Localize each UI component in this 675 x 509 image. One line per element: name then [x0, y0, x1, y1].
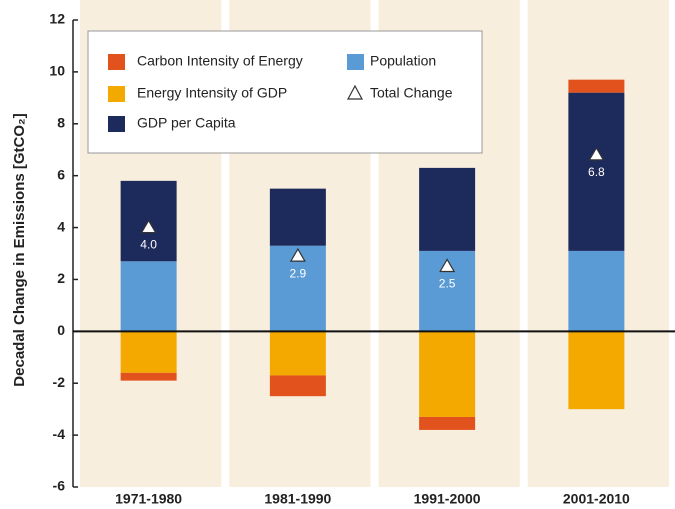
y-tick-label: -6 — [53, 478, 66, 494]
bar-segment — [269, 188, 326, 246]
bar-segment — [120, 331, 177, 373]
bar-segment — [269, 331, 326, 376]
x-tick-label: 1981-1990 — [264, 491, 331, 507]
legend-swatch — [108, 86, 125, 102]
y-tick-label: 0 — [57, 322, 65, 338]
total-marker — [439, 258, 456, 273]
legend-box — [87, 30, 483, 154]
bar-segment — [419, 331, 476, 417]
y-tick-label: 12 — [49, 11, 65, 27]
total-label: 6.8 — [588, 165, 605, 179]
legend-label: Carbon Intensity of Energy — [137, 53, 303, 69]
bar-segment — [120, 261, 177, 332]
x-tick-label: 1971-1980 — [115, 491, 182, 507]
total-marker — [140, 219, 157, 234]
bar-segment — [568, 79, 625, 93]
legend-label: Total Change — [370, 85, 453, 101]
legend-swatch — [108, 54, 125, 70]
bar-segment — [419, 416, 476, 430]
y-tick-label: 2 — [57, 270, 65, 286]
y-tick-label: -4 — [53, 426, 66, 442]
legend-swatch — [108, 116, 125, 132]
total-label: 2.9 — [290, 266, 307, 280]
bar-segment — [568, 92, 625, 251]
y-tick-label: -2 — [53, 374, 66, 390]
y-tick-label: 6 — [57, 166, 65, 182]
y-axis-label: Decadal Change in Emissions [GtCO₂] — [11, 113, 28, 386]
legend-label: Energy Intensity of GDP — [137, 85, 287, 101]
x-tick-label: 1991-2000 — [414, 491, 481, 507]
y-tick-label: 8 — [57, 114, 65, 130]
bar-segment — [120, 372, 177, 381]
bar-segment — [419, 167, 476, 251]
y-tick-label: 10 — [49, 63, 65, 79]
total-marker — [289, 247, 306, 262]
legend-total-marker — [346, 84, 364, 100]
legend-label: Population — [370, 53, 436, 69]
x-tick-label: 2001-2010 — [563, 491, 630, 507]
bar-segment — [269, 375, 326, 397]
legend-swatch — [347, 54, 364, 70]
total-marker — [588, 146, 605, 161]
legend-label: GDP per Capita — [137, 115, 236, 131]
total-label: 4.0 — [140, 238, 157, 252]
y-tick-label: 4 — [57, 218, 65, 234]
bar-segment — [568, 250, 625, 332]
bar-segment — [568, 331, 625, 410]
total-label: 2.5 — [439, 277, 456, 291]
